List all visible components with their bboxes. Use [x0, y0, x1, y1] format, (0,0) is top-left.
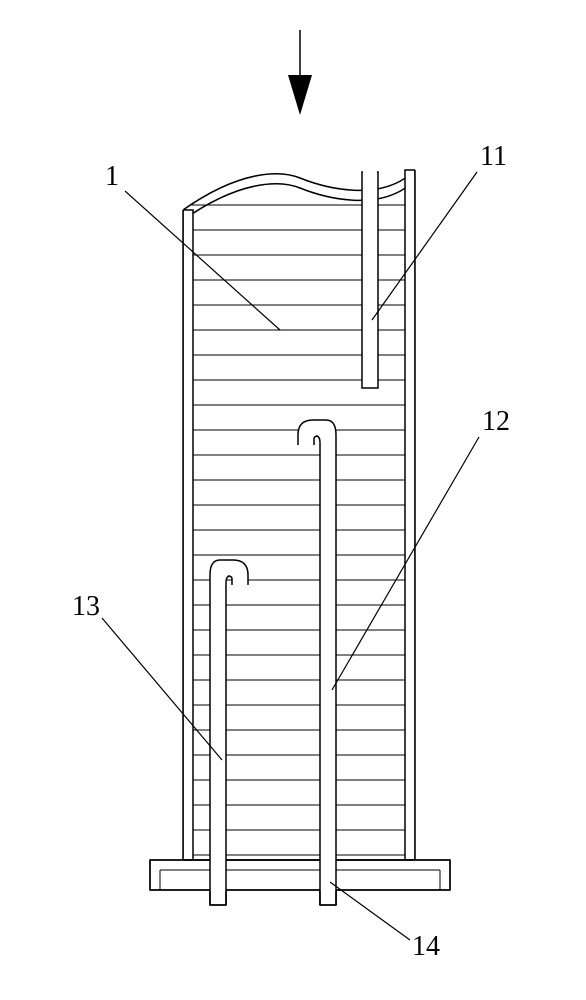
- pipe-12-foot: [320, 890, 336, 905]
- label-13: 13: [72, 591, 100, 622]
- label-12: 12: [482, 406, 510, 437]
- label-1: 1: [105, 161, 119, 192]
- left-wall: [183, 210, 193, 860]
- arrow-head: [288, 75, 312, 115]
- pipe-12-fill: [298, 420, 336, 905]
- label-14: 14: [412, 931, 440, 962]
- right-wall: [405, 170, 415, 860]
- pipe-13-inner: [226, 576, 232, 905]
- label-11: 11: [480, 141, 507, 172]
- base-plate: [150, 860, 450, 890]
- technical-diagram: 111121314: [0, 0, 586, 1000]
- pipe-11: [362, 172, 378, 388]
- pipe-13-fill: [210, 560, 248, 905]
- pipe-12-inner: [314, 436, 320, 905]
- pipe-13-foot: [210, 890, 226, 905]
